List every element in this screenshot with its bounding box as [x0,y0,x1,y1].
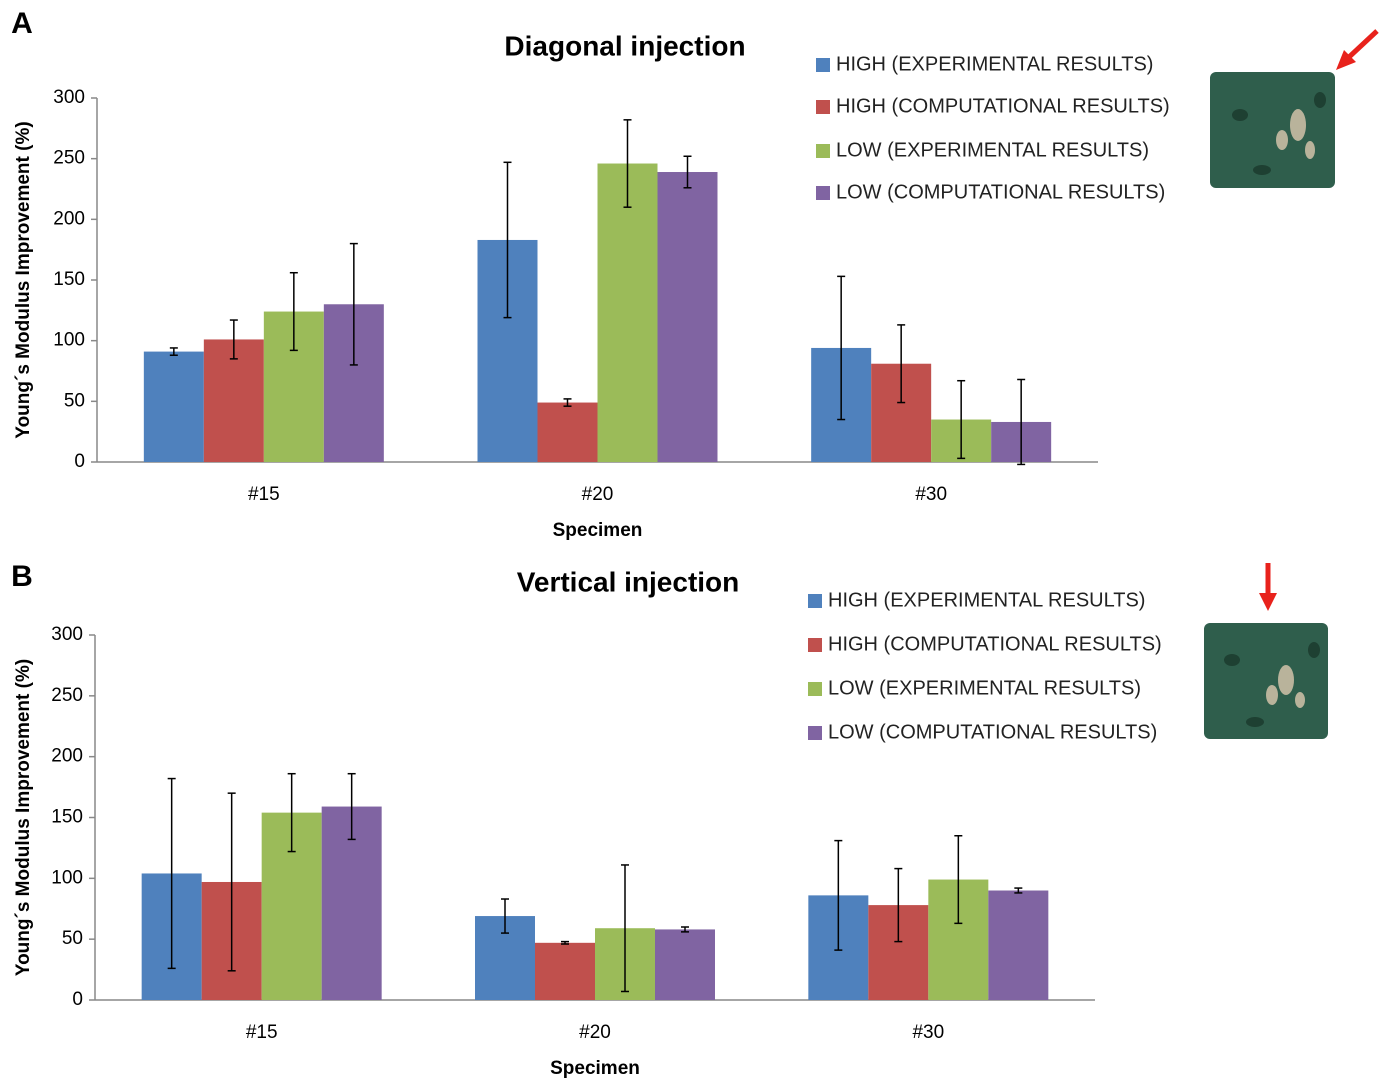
bar [144,352,204,462]
legend-label: LOW (COMPUTATIONAL RESULTS) [836,181,1165,203]
bar [658,172,718,462]
y-tick-label: 200 [53,208,85,229]
bar [655,929,715,1000]
bar [538,403,598,462]
x-tick-label: #15 [246,1022,278,1043]
chart-title: Vertical injection [517,566,740,597]
legend-label: HIGH (EXPERIMENTAL RESULTS) [836,53,1153,75]
y-tick-label: 100 [51,867,83,888]
legend-label: LOW (EXPERIMENTAL RESULTS) [836,139,1149,161]
legend-swatch [816,144,830,158]
y-tick-label: 250 [53,148,85,169]
legend-label: HIGH (COMPUTATIONAL RESULTS) [828,633,1162,655]
legend-swatch [808,726,822,740]
y-tick-label: 250 [51,685,83,706]
y-tick-label: 50 [64,390,85,411]
legend-swatch [808,682,822,696]
panel-label: A [11,7,33,40]
figure: A Diagonal injection Young´s Modulus Impro… [0,0,1383,1082]
x-tick-label: #30 [915,484,947,505]
panel-label: B [11,560,33,593]
y-tick-label: 300 [53,87,85,108]
legend-swatch [808,594,822,608]
y-axis-title: Young´s Modulus Improvement (%) [13,659,34,976]
y-tick-label: 100 [53,330,85,351]
legend-swatch [816,100,830,114]
chart-title: Diagonal injection [504,30,745,61]
inset-image [1210,72,1335,188]
inset-image [1204,623,1328,739]
x-axis-title: Specimen [553,520,643,541]
y-axis-title: Young´s Modulus Improvement (%) [13,121,34,438]
y-tick-label: 0 [74,451,85,472]
legend-swatch [816,186,830,200]
x-tick-label: #15 [248,484,280,505]
y-tick-label: 150 [53,269,85,290]
bar [988,891,1048,1001]
bar [535,943,595,1000]
x-axis-title: Specimen [550,1058,640,1079]
legend-label: HIGH (EXPERIMENTAL RESULTS) [828,589,1145,611]
legend-swatch [816,58,830,72]
y-tick-label: 150 [51,807,83,828]
x-tick-label: #20 [579,1022,611,1043]
bar [598,164,658,462]
x-tick-label: #30 [912,1022,944,1043]
legend-label: LOW (EXPERIMENTAL RESULTS) [828,677,1141,699]
y-tick-label: 50 [62,928,83,949]
legend-label: HIGH (COMPUTATIONAL RESULTS) [836,95,1170,117]
legend-label: LOW (COMPUTATIONAL RESULTS) [828,721,1157,743]
x-tick-label: #20 [582,484,614,505]
y-tick-label: 0 [72,989,83,1010]
arrow [1259,563,1277,611]
legend-swatch [808,638,822,652]
y-tick-label: 200 [51,746,83,767]
y-tick-label: 300 [51,624,83,645]
arrow [1336,31,1377,70]
